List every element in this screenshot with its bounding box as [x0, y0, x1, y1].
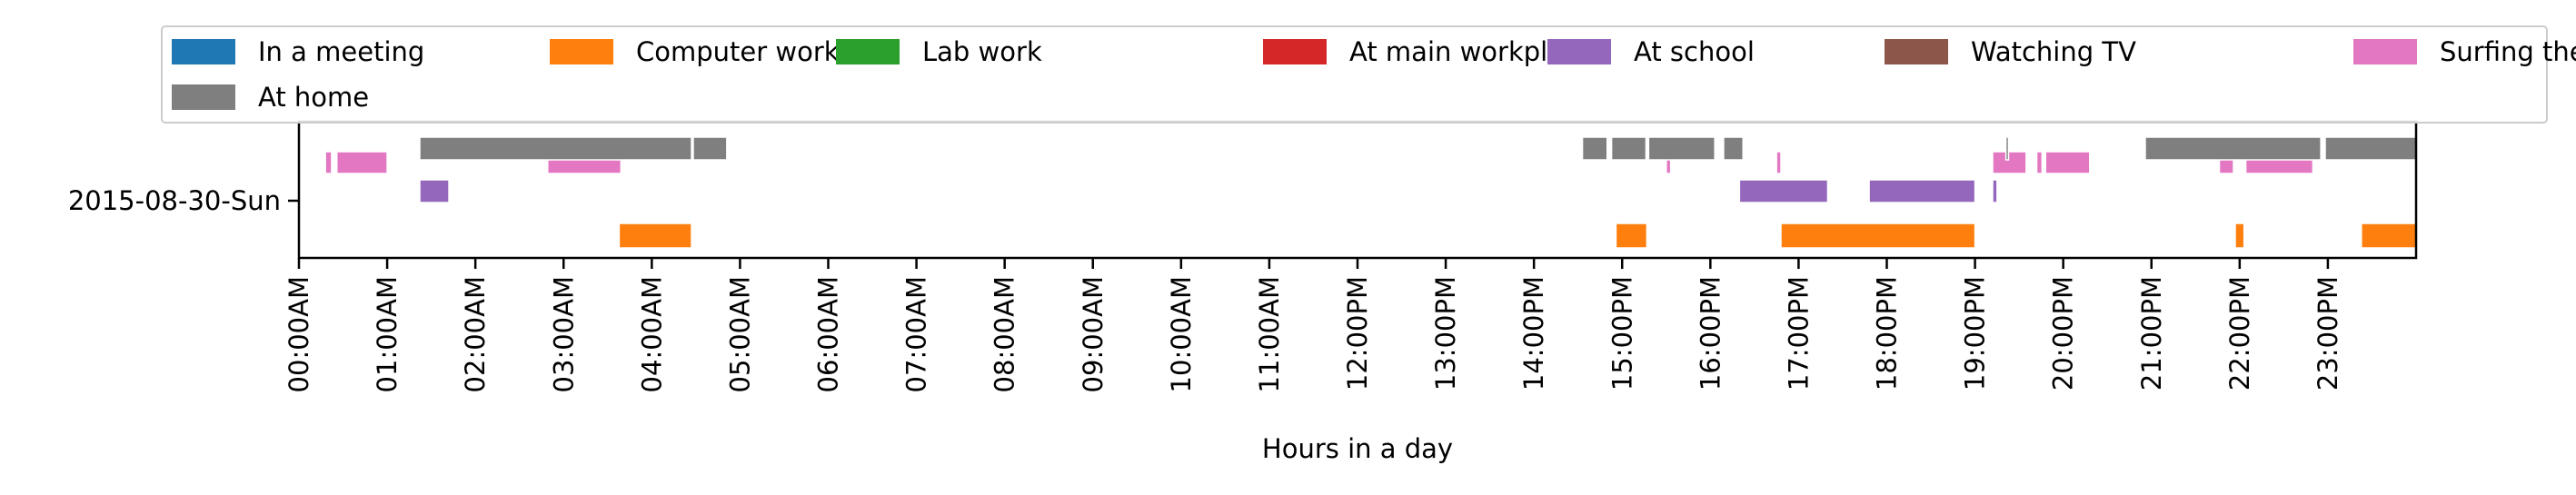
- x-tick-label: 15:00PM: [1606, 276, 1637, 391]
- legend-label-watching-tv: Watching TV: [1971, 36, 2136, 67]
- x-tick-label: 13:00PM: [1430, 276, 1461, 391]
- bar-at-school: [1992, 179, 1998, 203]
- legend-label-surfing-the-internet: Surfing the internet: [2440, 36, 2576, 67]
- x-tick-label: 20:00PM: [2048, 276, 2079, 391]
- legend-label-in-a-meeting: In a meeting: [258, 36, 424, 67]
- legend-label-computer-work: Computer work: [636, 36, 840, 67]
- bar-computer-work: [2361, 223, 2417, 249]
- y-tick-label: 2015-08-30-Sun: [68, 185, 281, 216]
- bar-at-home: [1610, 136, 1647, 161]
- bar-at-home: [1723, 136, 1745, 161]
- x-tick-label: 06:00AM: [813, 276, 844, 392]
- x-tick-label: 16:00PM: [1695, 276, 1726, 391]
- bar-surfing-the-internet: [2035, 151, 2044, 174]
- bar-surfing-the-internet: [1992, 151, 2027, 174]
- legend-swatch-computer-work: [550, 39, 613, 64]
- legend-swatch-surfing-the-internet: [2353, 39, 2417, 64]
- x-tick-label: 01:00AM: [372, 276, 403, 392]
- x-axis-title: Hours in a day: [1262, 433, 1453, 464]
- x-tick-label: 03:00AM: [548, 276, 579, 392]
- chart-axes: 00:00AM 01:00AM 02:00AM 03:00AM 04:00AM 05:00…: [283, 199, 2343, 392]
- x-tick-label: 18:00PM: [1872, 276, 1903, 391]
- bar-surfing-the-internet: [335, 151, 388, 174]
- legend-swatch-lab-work: [836, 39, 900, 64]
- x-tick-label: 08:00AM: [990, 276, 1020, 392]
- bar-computer-work: [1780, 223, 1976, 249]
- x-tick-label: 05:00AM: [724, 276, 755, 392]
- bar-surfing-the-internet: [1775, 151, 1782, 174]
- legend-swatch-watching-tv: [1885, 39, 1948, 64]
- bar-at-home: [1647, 136, 1716, 161]
- x-tick-label: 12:00PM: [1342, 276, 1373, 391]
- legend-swatch-at-main-workplace: [1263, 39, 1327, 64]
- x-tick-label: 11:00AM: [1254, 276, 1285, 392]
- x-tick-label: 19:00PM: [1960, 276, 1991, 391]
- chart-legend: In a meeting Computer work Lab work At main…: [161, 25, 2576, 124]
- legend-swatch-at-school: [1547, 39, 1611, 64]
- x-tick-label: 09:00AM: [1078, 276, 1109, 392]
- legend-label-lab-work: Lab work: [922, 36, 1042, 67]
- legend-label-at-home: At home: [258, 82, 369, 113]
- bar-computer-work: [2234, 223, 2245, 249]
- bar-at-home: [2324, 136, 2417, 161]
- bar-surfing-the-internet: [324, 151, 333, 174]
- x-tick-label: 14:00PM: [1518, 276, 1549, 391]
- x-tick-label: 10:00AM: [1166, 276, 1197, 392]
- bar-at-home: [1581, 136, 1608, 161]
- x-tick-label: 17:00PM: [1783, 276, 1814, 391]
- bar-at-school: [419, 179, 450, 203]
- bar-at-home: [2144, 136, 2322, 161]
- legend-box: [161, 25, 2548, 124]
- bar-at-home: [2004, 136, 2010, 161]
- x-tick-label: 00:00AM: [283, 276, 314, 392]
- x-tick-label: 07:00AM: [901, 276, 932, 392]
- legend-swatch-in-a-meeting: [172, 39, 235, 64]
- bar-computer-work: [1615, 223, 1648, 249]
- x-tick-label: 22:00PM: [2224, 276, 2255, 391]
- legend-label-at-school: At school: [1634, 36, 1755, 67]
- x-tick-label: 02:00AM: [460, 276, 491, 392]
- bar-at-school: [1868, 179, 1976, 203]
- x-tick-label: 23:00PM: [2312, 276, 2343, 391]
- bar-computer-work: [618, 223, 692, 249]
- bar-at-home: [419, 136, 692, 161]
- x-tick-label: 04:00AM: [636, 276, 667, 392]
- legend-swatch-at-home: [172, 84, 235, 110]
- bar-at-home: [692, 136, 728, 161]
- x-tick-label: 21:00PM: [2136, 276, 2167, 391]
- bar-surfing-the-internet: [2044, 151, 2091, 174]
- chart-marks: [324, 136, 2417, 249]
- bar-at-school: [1738, 179, 1829, 203]
